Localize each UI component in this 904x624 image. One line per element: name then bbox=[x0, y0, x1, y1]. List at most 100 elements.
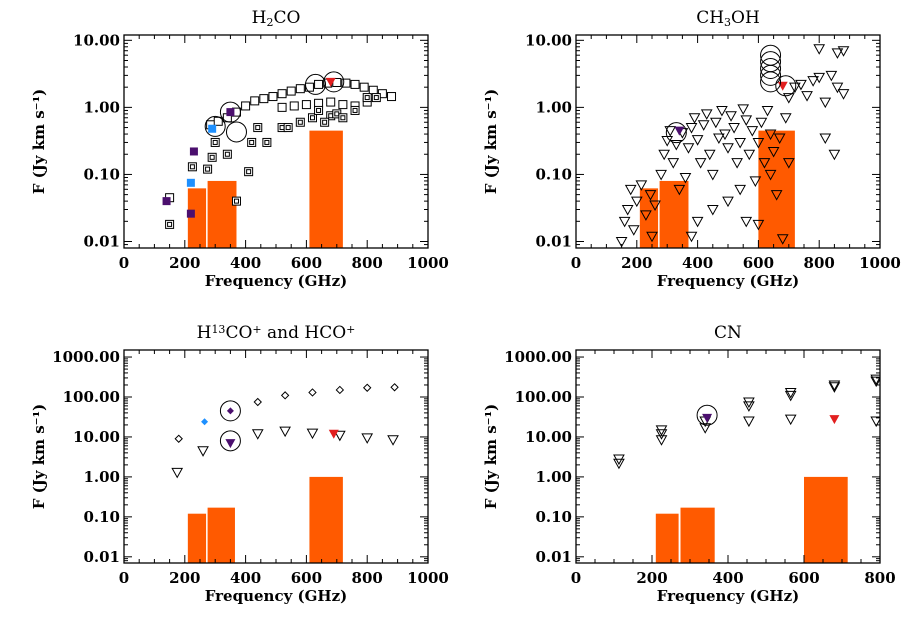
open-triangle-point bbox=[649, 200, 661, 212]
x-tick-label: 200 bbox=[621, 254, 652, 272]
open-triangle-point bbox=[743, 149, 756, 161]
open-triangle-point bbox=[716, 105, 728, 117]
circled-detection bbox=[760, 64, 782, 86]
y-axis-label: F (Jy km s⁻¹) bbox=[30, 404, 48, 510]
open-triangle-point bbox=[630, 196, 643, 208]
bar-0 bbox=[187, 513, 207, 563]
y-tick-label: 0.10 bbox=[535, 508, 572, 526]
x-tick-label: 200 bbox=[169, 254, 200, 272]
open-triangle-point bbox=[734, 184, 747, 196]
y-tick-label: 0.01 bbox=[83, 233, 120, 251]
double-square-point-inner bbox=[224, 151, 230, 157]
open-square-point bbox=[277, 102, 287, 112]
circled-detection bbox=[665, 122, 687, 144]
double-square-point bbox=[231, 196, 241, 206]
open-triangle-point bbox=[828, 149, 841, 161]
filled-triangle-point bbox=[328, 429, 339, 439]
double-square-point-inner bbox=[249, 139, 255, 145]
open-triangle-point bbox=[621, 205, 634, 216]
bar-1 bbox=[207, 507, 235, 563]
open-triangle-point bbox=[197, 446, 209, 457]
double-square-point-inner bbox=[373, 95, 379, 101]
y-tick-label: 100.00 bbox=[63, 388, 120, 406]
y-tick-label: 10.00 bbox=[525, 31, 572, 49]
open-triangle-point bbox=[831, 82, 844, 94]
circled-detection bbox=[219, 430, 241, 452]
open-triangle-point bbox=[870, 376, 880, 388]
y-axis-label: F (Jy km s⁻¹) bbox=[30, 89, 48, 195]
open-triangle-point bbox=[784, 390, 797, 402]
filled-triangle-point bbox=[325, 77, 336, 87]
open-triangle-point bbox=[819, 97, 832, 109]
open-triangle-point bbox=[706, 205, 719, 216]
open-triangle-point bbox=[825, 70, 838, 82]
open-triangle-point bbox=[828, 382, 841, 393]
open-triangle-point bbox=[627, 225, 640, 236]
x-tick-label: 400 bbox=[682, 254, 713, 272]
x-tick-label: 800 bbox=[352, 569, 383, 587]
x-tick-label: 0 bbox=[571, 569, 581, 587]
open-triangle-point bbox=[387, 435, 399, 446]
open-square-point bbox=[289, 101, 299, 111]
title-part: + bbox=[346, 323, 355, 336]
open-triangle-point bbox=[361, 433, 374, 444]
open-triangle-point bbox=[870, 374, 880, 386]
filled-square-point bbox=[226, 108, 235, 117]
circled-detection bbox=[323, 71, 345, 93]
open-triangle-point bbox=[722, 143, 734, 154]
open-triangle-point bbox=[685, 123, 698, 134]
open-square-point bbox=[338, 100, 348, 110]
open-triangle-point bbox=[703, 149, 716, 161]
double-square-point bbox=[362, 93, 372, 103]
series-group bbox=[615, 44, 850, 248]
y-tick-label: 0.10 bbox=[83, 165, 120, 183]
open-triangle-point bbox=[171, 467, 184, 479]
open-triangle-point bbox=[773, 133, 786, 144]
open-triangle-point bbox=[251, 429, 264, 440]
open-triangle-point bbox=[770, 190, 783, 201]
open-triangle-point bbox=[755, 117, 768, 129]
open-triangle-point bbox=[752, 219, 765, 231]
open-triangle-point bbox=[667, 158, 680, 169]
open-triangle-point bbox=[688, 113, 701, 124]
x-tick-label: 1000 bbox=[407, 569, 449, 587]
double-square-point-inner bbox=[246, 169, 252, 175]
double-square-point bbox=[244, 167, 254, 177]
title-part: + bbox=[252, 323, 261, 336]
y-tick-label: 1.00 bbox=[83, 468, 120, 486]
x-tick-label: 0 bbox=[119, 254, 129, 272]
filled-triangle-point bbox=[829, 415, 840, 425]
open-triangle-point bbox=[731, 158, 743, 169]
open-triangle-point bbox=[801, 91, 813, 102]
open-triangle-point bbox=[624, 184, 637, 196]
filled-triangle-point bbox=[674, 126, 685, 136]
double-square-point bbox=[350, 105, 360, 115]
double-square-point bbox=[165, 219, 175, 229]
open-triangle-point bbox=[613, 458, 625, 470]
open-triangle-point bbox=[740, 115, 753, 126]
double-square-point bbox=[295, 117, 305, 127]
filled-triangle-point bbox=[225, 439, 236, 449]
y-axis-label: F (Jy km s⁻¹) bbox=[482, 404, 500, 510]
open-square-point bbox=[286, 86, 296, 96]
open-triangle-point bbox=[795, 79, 807, 91]
open-triangle-point bbox=[682, 143, 695, 154]
circled-detection bbox=[219, 400, 241, 422]
open-square-point bbox=[387, 92, 397, 102]
x-tick-label: 600 bbox=[291, 569, 322, 587]
open-triangle-point bbox=[837, 46, 850, 57]
open-triangle-point bbox=[670, 139, 683, 151]
open-diamond-point bbox=[253, 397, 262, 407]
y-tick-label: 10.00 bbox=[73, 31, 120, 49]
chart-panel-h2co: 0 200 400 600 800 1000 0.01 0.10 1.00 10.00 Freque… bbox=[30, 8, 449, 290]
x-tick-label: 1000 bbox=[859, 254, 901, 272]
bar-1 bbox=[207, 180, 237, 248]
double-square-point-inner bbox=[309, 115, 315, 121]
y-tick-label: 1.00 bbox=[535, 468, 572, 486]
open-triangle-point bbox=[764, 169, 777, 181]
x-tick-label: 400 bbox=[230, 254, 261, 272]
open-square-point bbox=[295, 84, 305, 94]
open-triangle-point bbox=[655, 425, 668, 436]
